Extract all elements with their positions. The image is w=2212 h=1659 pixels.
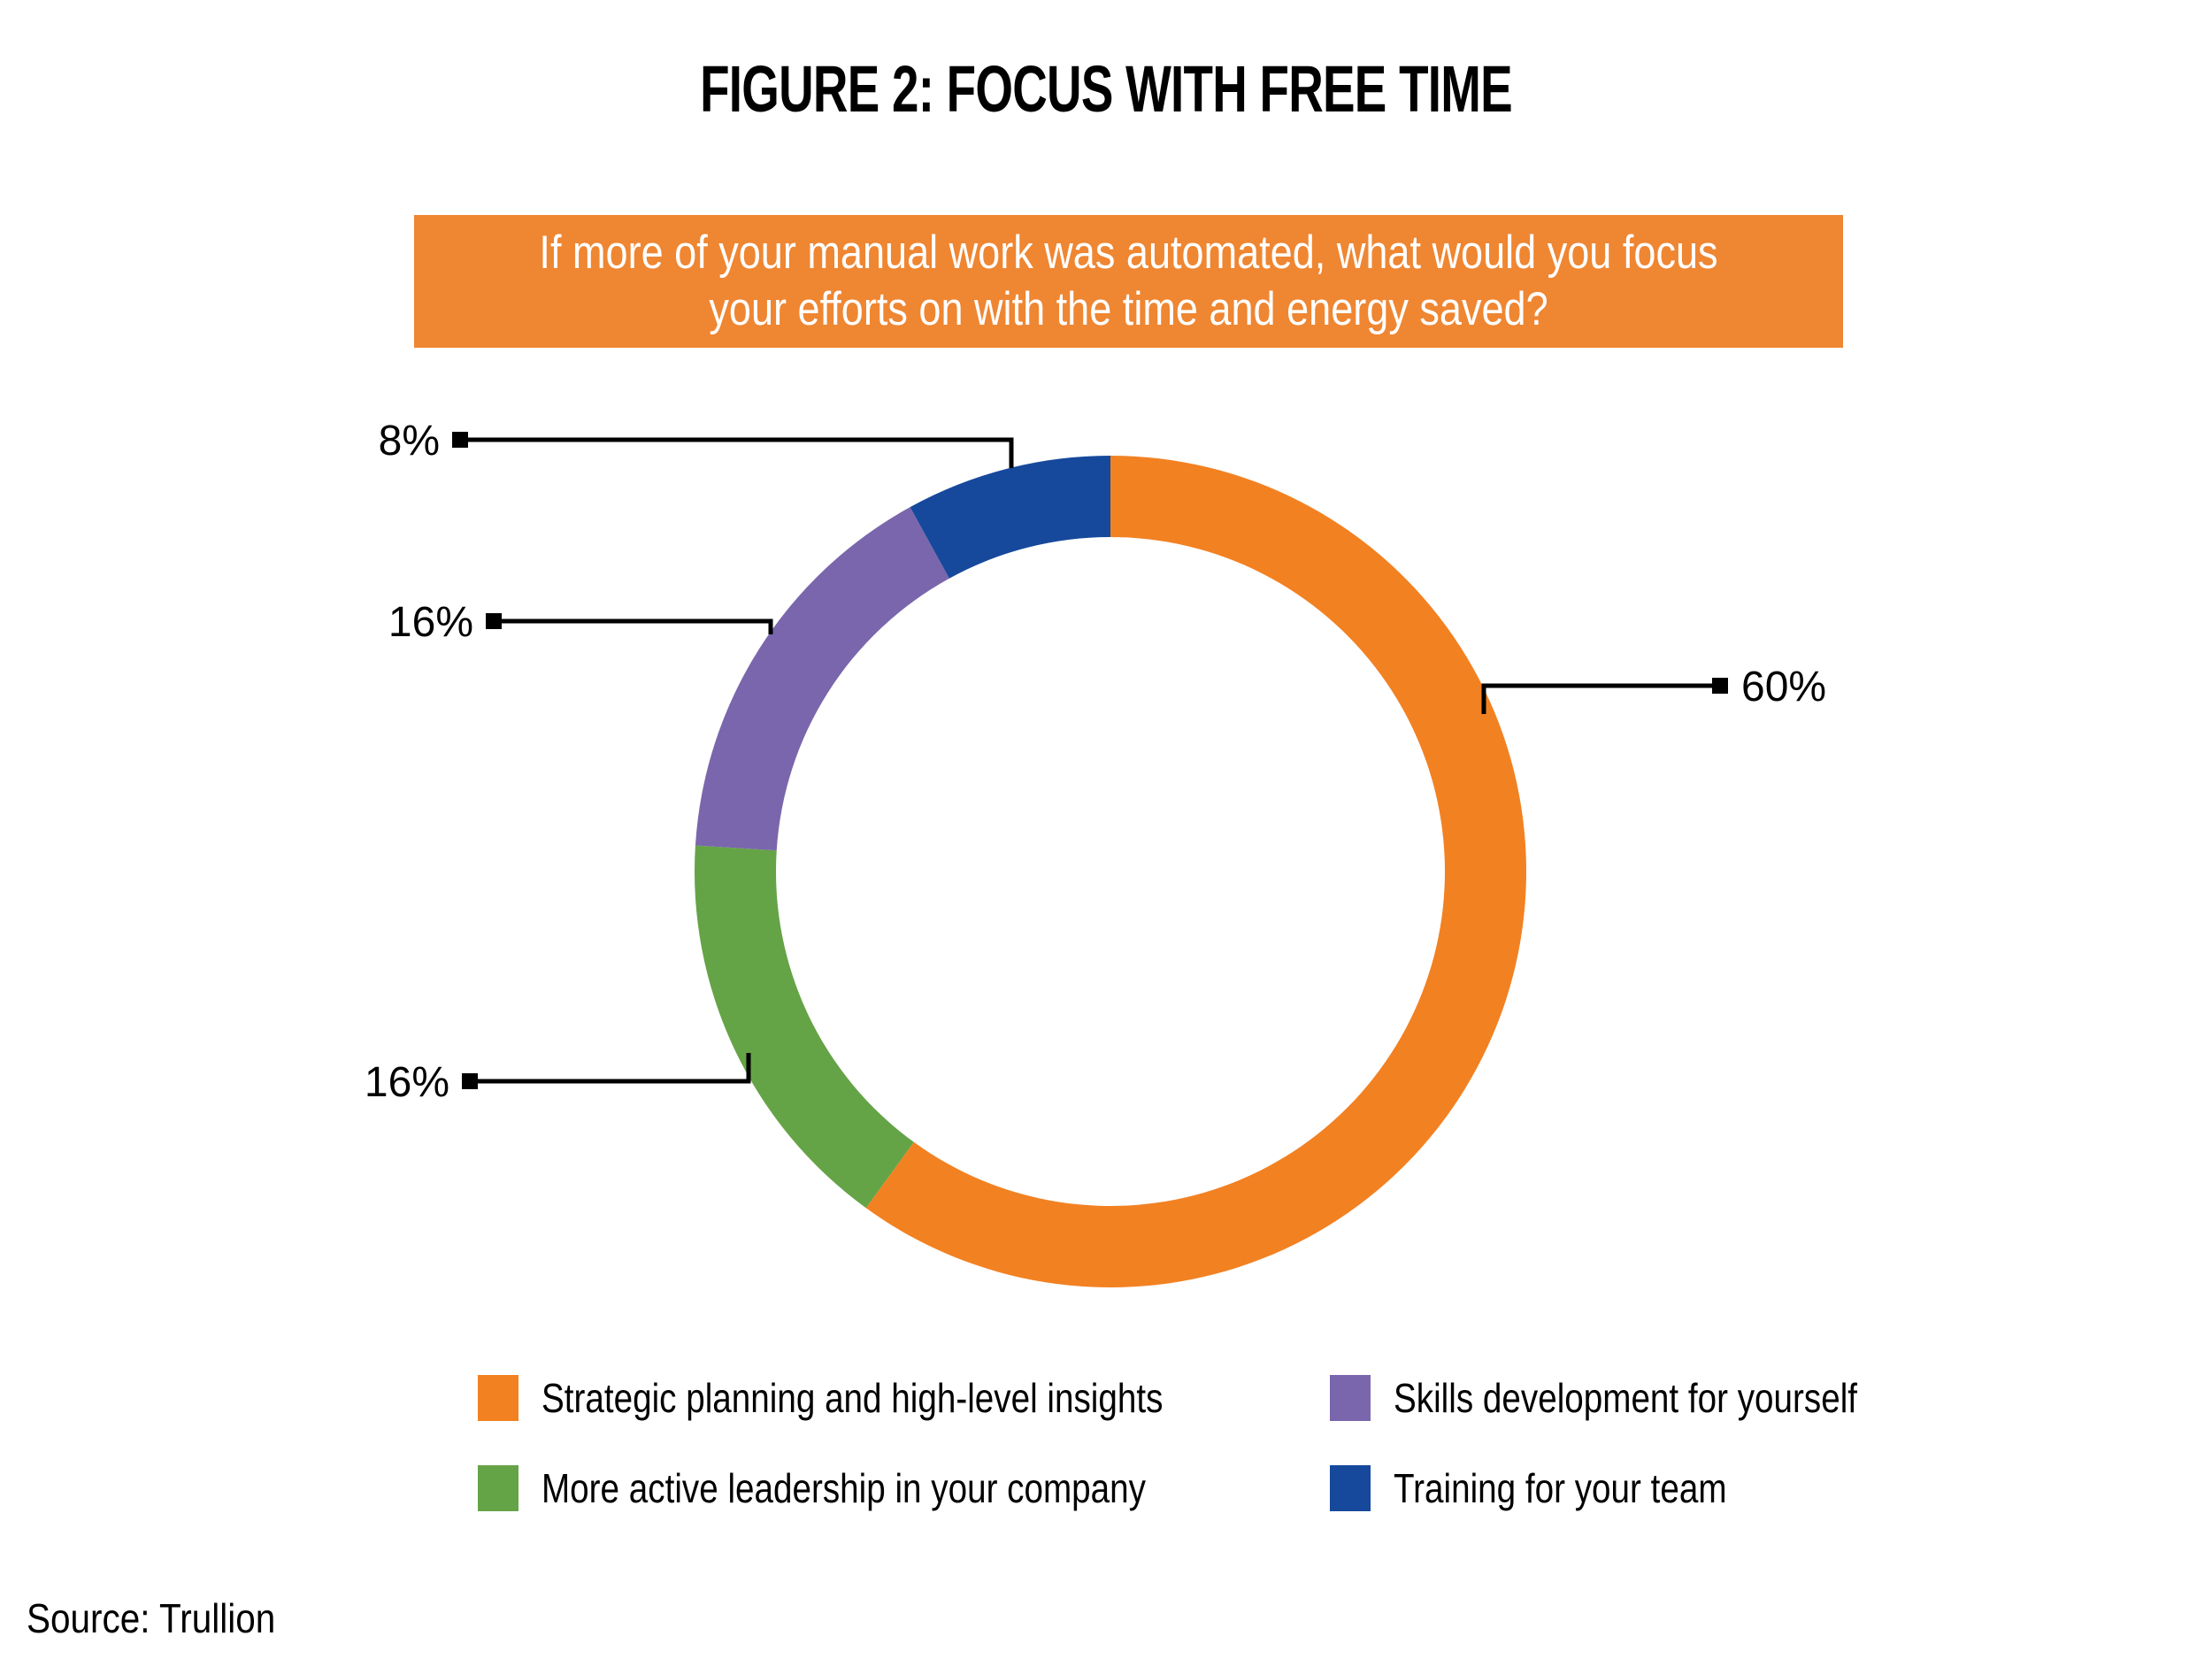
- donut-segment-2: [694, 845, 914, 1209]
- callout-line-4: [468, 437, 1014, 468]
- callout-marker-3: [486, 613, 502, 629]
- percent-label-4: 8%: [379, 418, 440, 465]
- percent-label-3: 16%: [388, 599, 473, 646]
- callout-line-3: [502, 618, 773, 634]
- source-note: Source: Trullion: [27, 1595, 276, 1641]
- donut-segment-4: [910, 456, 1110, 579]
- callout-marker-1: [1712, 678, 1728, 694]
- percent-label-2: 16%: [365, 1059, 449, 1106]
- question-text: If more of your manual work was automate…: [521, 225, 1736, 337]
- callout-marker-2: [462, 1073, 478, 1089]
- question-line-2: your efforts on with the time and energy…: [709, 283, 1548, 335]
- callout-marker-4: [452, 432, 468, 448]
- question-line-1: If more of your manual work was automate…: [539, 227, 1718, 280]
- question-banner: If more of your manual work was automate…: [414, 215, 1843, 348]
- percent-label-1: 60%: [1741, 664, 1826, 710]
- donut-segment-1: [865, 456, 1526, 1287]
- figure-title: FIGURE 2: FOCUS WITH FREE TIME: [700, 52, 1513, 126]
- callout-line-1: [1481, 683, 1713, 714]
- callout-line-2: [478, 1053, 751, 1084]
- donut-segment-3: [695, 507, 949, 851]
